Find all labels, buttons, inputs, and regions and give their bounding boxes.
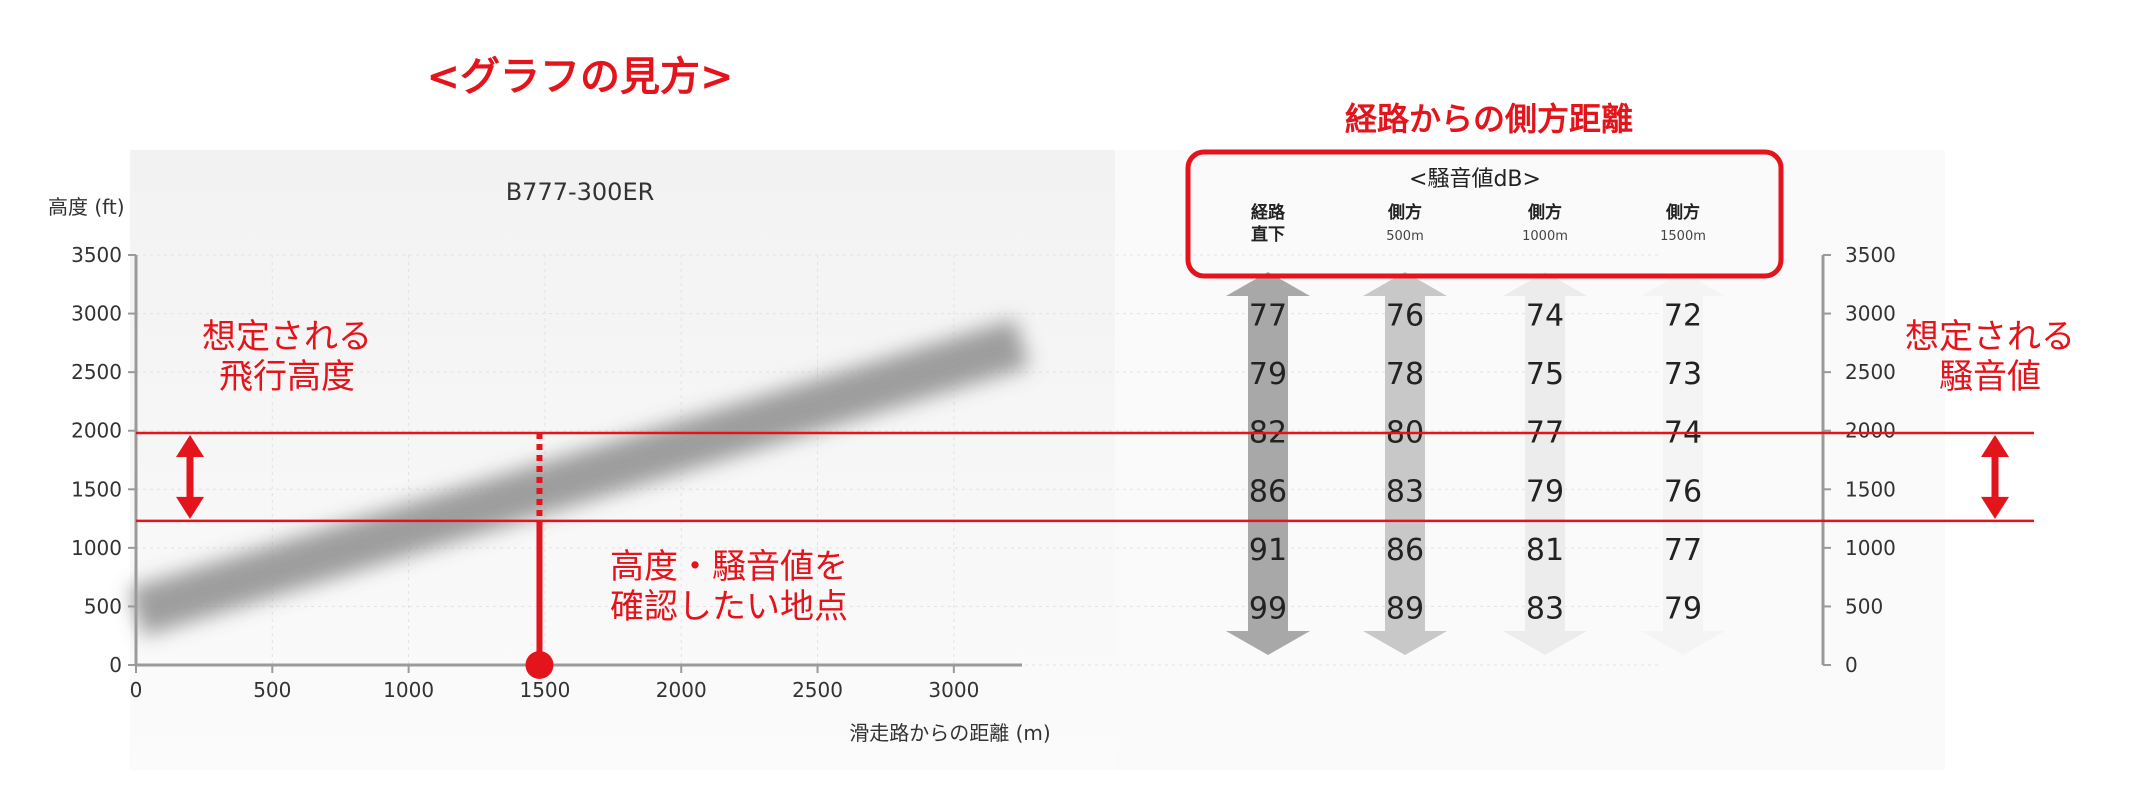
double-arrow-head-up	[1981, 435, 2009, 458]
assumed-altitude-note-line: 飛行高度	[219, 357, 355, 397]
y-tick-label: 0	[109, 653, 122, 677]
right-y-tick-label: 2000	[1845, 419, 1896, 443]
check-point-note-line: 確認したい地点	[610, 587, 848, 627]
x-axis-label: 滑走路からの距離 (m)	[849, 721, 1050, 745]
x-tick-label: 0	[130, 678, 143, 702]
y-tick-label: 1000	[71, 536, 122, 560]
x-tick-label: 500	[253, 678, 291, 702]
noise-value: 83	[1526, 591, 1564, 626]
assumed-noise-note-line: 想定される	[1905, 317, 2075, 357]
noise-value: 74	[1526, 299, 1564, 334]
noise-column-label: 側方	[1665, 202, 1700, 223]
noise-value: 79	[1249, 357, 1287, 392]
check-point-note-line: 高度・騒音値を	[610, 547, 848, 587]
noise-arrow	[1363, 272, 1447, 655]
noise-table-highlight-box	[1185, 149, 1784, 279]
altitude-band	[136, 431, 2034, 523]
noise-value: 78	[1386, 357, 1424, 392]
x-tick-label: 1000	[383, 678, 434, 702]
noise-value: 79	[1526, 474, 1564, 509]
noise-value: 86	[1386, 533, 1424, 568]
right-y-tick-labels: 0 500 1000 1500 2000 2500 3000 3500	[1845, 243, 1896, 677]
noise-column-label: 経路	[1251, 202, 1286, 223]
y-tick-label: 1500	[71, 477, 122, 501]
right-y-tick-label: 1500	[1845, 477, 1896, 501]
noise-column-label: 直下	[1251, 224, 1285, 245]
noise-value: 77	[1249, 299, 1287, 334]
noise-value: 86	[1249, 474, 1287, 509]
right-y-tick-label: 500	[1845, 594, 1883, 618]
noise-column-arrows	[1226, 272, 1725, 655]
right-y-tick-label: 3000	[1845, 302, 1896, 326]
noise-value: 79	[1664, 591, 1702, 626]
x-tick-labels: 0 500 1000 1500 2000 2500 3000	[130, 678, 980, 702]
noise-values: 7779828691997678808386897475777981837273…	[1249, 299, 1702, 627]
y-tick-label: 3500	[71, 243, 122, 267]
noise-value: 75	[1526, 357, 1564, 392]
noise-value: 77	[1664, 533, 1702, 568]
right-y-tick-label: 3500	[1845, 243, 1896, 267]
noise-value: 89	[1386, 591, 1424, 626]
y-tick-label: 500	[84, 594, 122, 618]
right-y-tick-label: 0	[1845, 653, 1858, 677]
y-tick-labels: 0 500 1000 1500 2000 2500 3000 3500	[71, 243, 122, 677]
chart-title: B777-300ER	[506, 178, 655, 206]
lateral-distance-heading: 経路からの側方距離	[1345, 100, 1633, 138]
assumed-altitude-note: 想定される飛行高度	[202, 317, 372, 397]
noise-value: 73	[1664, 357, 1702, 392]
assumed-altitude-note-line: 想定される	[202, 317, 372, 357]
assumed-noise-note-line: 騒音値	[1939, 357, 2041, 397]
noise-table-title: <騒音値dB>	[1409, 167, 1541, 192]
noise-value: 99	[1249, 591, 1287, 626]
noise-arrow	[1641, 272, 1725, 655]
noise-arrow	[1503, 272, 1587, 655]
y-tick-label: 3000	[71, 302, 122, 326]
noise-value: 91	[1249, 533, 1287, 568]
noise-arrow	[1226, 272, 1310, 655]
y-axis-label: 高度 (ft)	[48, 195, 125, 219]
right-y-tick-label: 1000	[1845, 536, 1896, 560]
x-tick-label: 2000	[656, 678, 707, 702]
noise-column-label: 側方	[1387, 202, 1422, 223]
x-tick-label: 2500	[792, 678, 843, 702]
double-arrow-head-down	[176, 496, 204, 519]
noise-value: 83	[1386, 474, 1424, 509]
noise-column-distance: 500m	[1386, 229, 1423, 244]
check-point-note: 高度・騒音値を確認したい地点	[610, 547, 848, 627]
altitude-range-arrow	[176, 435, 204, 519]
noise-value: 76	[1664, 474, 1702, 509]
double-arrow-head-down	[1981, 496, 2009, 519]
axes	[128, 254, 1831, 673]
noise-column-distance: 1000m	[1522, 229, 1568, 244]
noise-range-arrow	[1981, 435, 2009, 519]
altitude-profile-band	[128, 318, 1030, 637]
noise-column-label: 側方	[1527, 202, 1562, 223]
noise-value: 72	[1664, 299, 1702, 334]
x-tick-label: 1500	[519, 678, 570, 702]
noise-value: 81	[1526, 533, 1564, 568]
altitude-series	[128, 318, 1030, 637]
x-tick-label: 3000	[928, 678, 979, 702]
y-tick-label: 2000	[71, 419, 122, 443]
assumed-noise-note: 想定される騒音値	[1905, 317, 2075, 397]
noise-value: 76	[1386, 299, 1424, 334]
double-arrow-head-up	[176, 435, 204, 458]
figure-heading: <グラフの見方>	[426, 54, 733, 100]
right-y-tick-label: 2500	[1845, 360, 1896, 384]
noise-column-distance: 1500m	[1660, 229, 1706, 244]
marker-dot	[525, 651, 554, 679]
y-tick-label: 2500	[71, 360, 122, 384]
check-point-marker	[525, 433, 554, 679]
